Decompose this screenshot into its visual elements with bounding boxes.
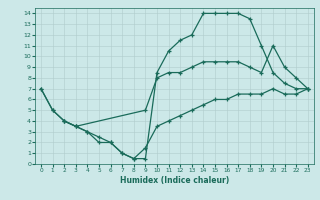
X-axis label: Humidex (Indice chaleur): Humidex (Indice chaleur) [120,176,229,185]
